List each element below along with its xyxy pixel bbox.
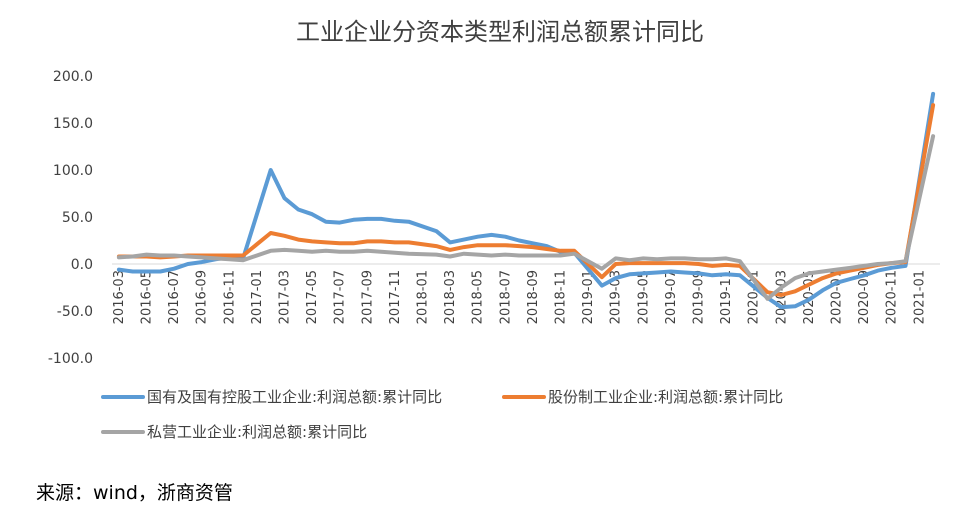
legend-label-private: 私营工业企业:利润总额:累计同比 <box>147 423 367 441</box>
legend-item-private: 私营工业企业:利润总额:累计同比 <box>101 423 367 441</box>
x-tick-label: 2017-05 <box>305 270 320 324</box>
x-tick-label: 2019-07 <box>664 270 679 324</box>
x-tick-label: 2016-05 <box>140 270 155 324</box>
legend: 国有及国有控股工业企业:利润总额:累计同比 股份制工业企业:利润总额:累计同比 … <box>101 388 783 441</box>
x-tick-label: 2018-11 <box>554 270 569 324</box>
x-tick-label: 2017-07 <box>333 270 348 324</box>
series-line-private <box>116 134 936 301</box>
source-note: 来源：wind，浙商资管 <box>36 482 233 504</box>
x-tick-label: 2019-09 <box>692 270 707 324</box>
y-tick-label: 0.0 <box>71 257 93 273</box>
x-tick-label: 2016-11 <box>222 270 237 324</box>
y-tick-label: -100.0 <box>48 351 93 367</box>
x-tick-label: 2020-09 <box>857 270 872 324</box>
x-tick-label: 2017-01 <box>250 270 265 324</box>
x-tick-label: 2020-03 <box>774 270 789 324</box>
y-tick-label: 100.0 <box>53 163 93 179</box>
x-axis: 2016-03 2016-05 2016-07 2016-09 2016-11 2017-… <box>112 263 940 324</box>
x-tick-label: 2020-11 <box>885 270 900 324</box>
series-lines <box>116 91 936 310</box>
y-tick-label: 200.0 <box>53 69 93 85</box>
x-tick-label: 2018-01 <box>416 270 431 324</box>
y-tick-label: -50.0 <box>57 304 93 320</box>
y-tick-label: 50.0 <box>62 210 93 226</box>
x-tick-label: 2018-07 <box>498 270 513 324</box>
x-tick-label: 2019-03 <box>609 270 624 324</box>
x-tick-label: 2018-09 <box>526 270 541 324</box>
line-chart: 工业企业分资本类型利润总额累计同比 200.0 150.0 100.0 50.0 0.0… <box>48 18 940 441</box>
x-tick-label: 2016-03 <box>112 270 127 324</box>
x-tick-label: 2017-11 <box>388 270 403 324</box>
legend-item-state-owned: 国有及国有控股工业企业:利润总额:累计同比 <box>101 388 442 406</box>
x-tick-label: 2021-01 <box>912 270 927 324</box>
y-tick-label: 150.0 <box>53 116 93 132</box>
x-tick-label: 2018-03 <box>443 270 458 324</box>
x-tick-label: 2018-05 <box>471 270 486 324</box>
legend-label-shareholding: 股份制工业企业:利润总额:累计同比 <box>548 388 783 406</box>
legend-label-state-owned: 国有及国有控股工业企业:利润总额:累计同比 <box>147 388 442 406</box>
x-tick-label: 2017-03 <box>278 270 293 324</box>
x-tick-label: 2019-01 <box>581 270 596 324</box>
x-tick-label: 2017-09 <box>360 270 375 324</box>
series-line-shareholding <box>116 103 936 297</box>
chart-title: 工业企业分资本类型利润总额累计同比 <box>296 18 704 46</box>
x-tick-label: 2020-07 <box>830 270 845 324</box>
x-tick-label: 2016-09 <box>195 270 210 324</box>
x-tick-label: 2019-11 <box>719 270 734 324</box>
x-tick-label: 2019-05 <box>636 270 651 324</box>
y-axis: 200.0 150.0 100.0 50.0 0.0 -50.0 -100.0 <box>48 69 93 367</box>
x-tick-label: 2016-07 <box>167 270 182 324</box>
legend-item-shareholding: 股份制工业企业:利润总额:累计同比 <box>502 388 783 406</box>
